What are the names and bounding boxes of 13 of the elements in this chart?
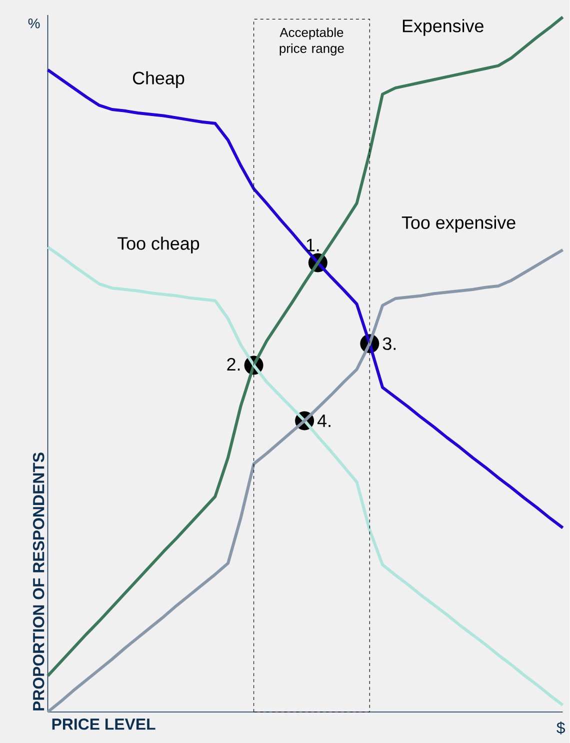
x-axis-title: PRICE LEVEL xyxy=(52,718,156,730)
annotation: 4. xyxy=(318,414,330,427)
annotation: 2. xyxy=(227,358,240,370)
text: Too expensive xyxy=(402,216,516,233)
y-axis-title: PROPORTION OF RESPONDENTS xyxy=(33,452,44,710)
text: % xyxy=(28,18,40,28)
annotation: Acceptable price range xyxy=(280,28,344,56)
series-label: Cheap xyxy=(133,71,184,88)
series-label: Too cheap xyxy=(118,236,200,254)
series-label: Expensive xyxy=(403,19,484,36)
annotation: 3. xyxy=(382,337,396,350)
text: $ xyxy=(556,722,566,734)
annotation: 1. xyxy=(306,238,319,252)
